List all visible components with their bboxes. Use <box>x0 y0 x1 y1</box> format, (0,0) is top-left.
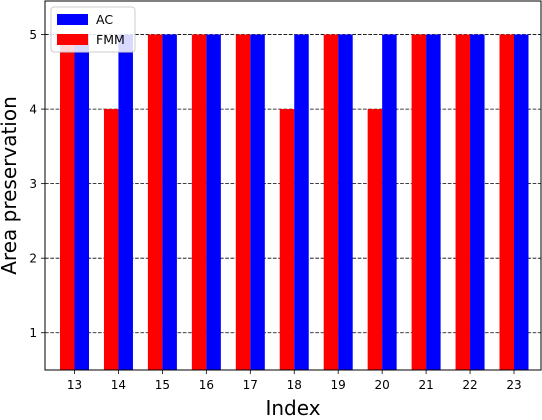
bar-fmm-18 <box>279 109 295 370</box>
bar-fmm-22 <box>455 34 471 370</box>
y-axis: 1 2 3 4 5 <box>29 28 45 340</box>
bar-ac-16 <box>206 34 221 370</box>
bar-fmm-17 <box>235 34 251 370</box>
bars <box>60 34 529 370</box>
bar-fmm-14 <box>103 109 119 370</box>
bar-ac-23 <box>514 34 529 370</box>
legend-label-ac: AC <box>96 12 113 27</box>
x-tick-label: 17 <box>243 378 258 392</box>
bar-ac-17 <box>250 34 265 370</box>
x-tick-label: 13 <box>67 378 82 392</box>
bar-fmm-21 <box>411 34 427 370</box>
x-tick-label: 20 <box>375 378 390 392</box>
legend-swatch-fmm <box>57 34 88 45</box>
plot-frame <box>44 0 542 371</box>
x-tick-label: 19 <box>331 378 346 392</box>
bar-ac-22 <box>470 34 485 370</box>
x-tick-label: 21 <box>418 378 433 392</box>
y-axis-label: Area preservation <box>0 96 21 275</box>
bar-ac-13 <box>74 34 89 370</box>
x-tick-label: 14 <box>111 378 126 392</box>
y-tick-label: 3 <box>29 177 37 191</box>
bar-ac-19 <box>338 34 353 370</box>
y-tick-label: 2 <box>29 251 37 265</box>
bar-fmm-20 <box>367 109 383 370</box>
x-tick-label: 15 <box>155 378 170 392</box>
x-tick-label: 18 <box>287 378 302 392</box>
y-tick-label: 4 <box>29 102 37 116</box>
bar-fmm-23 <box>499 34 514 370</box>
bar-ac-14 <box>118 34 133 370</box>
legend: AC FMM <box>50 6 136 53</box>
bar-fmm-16 <box>191 34 207 370</box>
bar-fmm-19 <box>323 34 339 370</box>
x-axis-label: Index <box>265 396 320 420</box>
x-tick-label: 16 <box>199 378 214 392</box>
legend-swatch-ac <box>57 14 88 25</box>
bar-fmm-15 <box>147 34 163 370</box>
bar-ac-20 <box>382 34 397 370</box>
x-tick-label: 22 <box>462 378 477 392</box>
bar-ac-21 <box>426 34 441 370</box>
x-tick-label: 23 <box>506 378 521 392</box>
y-tick-label: 5 <box>29 28 37 42</box>
bar-fmm-13 <box>60 34 75 370</box>
bar-ac-18 <box>294 34 309 370</box>
legend-label-fmm: FMM <box>96 32 125 47</box>
x-axis: 13 14 15 16 17 18 19 20 21 22 23 <box>67 370 522 392</box>
bar-ac-15 <box>162 34 177 370</box>
y-tick-label: 1 <box>29 326 37 340</box>
